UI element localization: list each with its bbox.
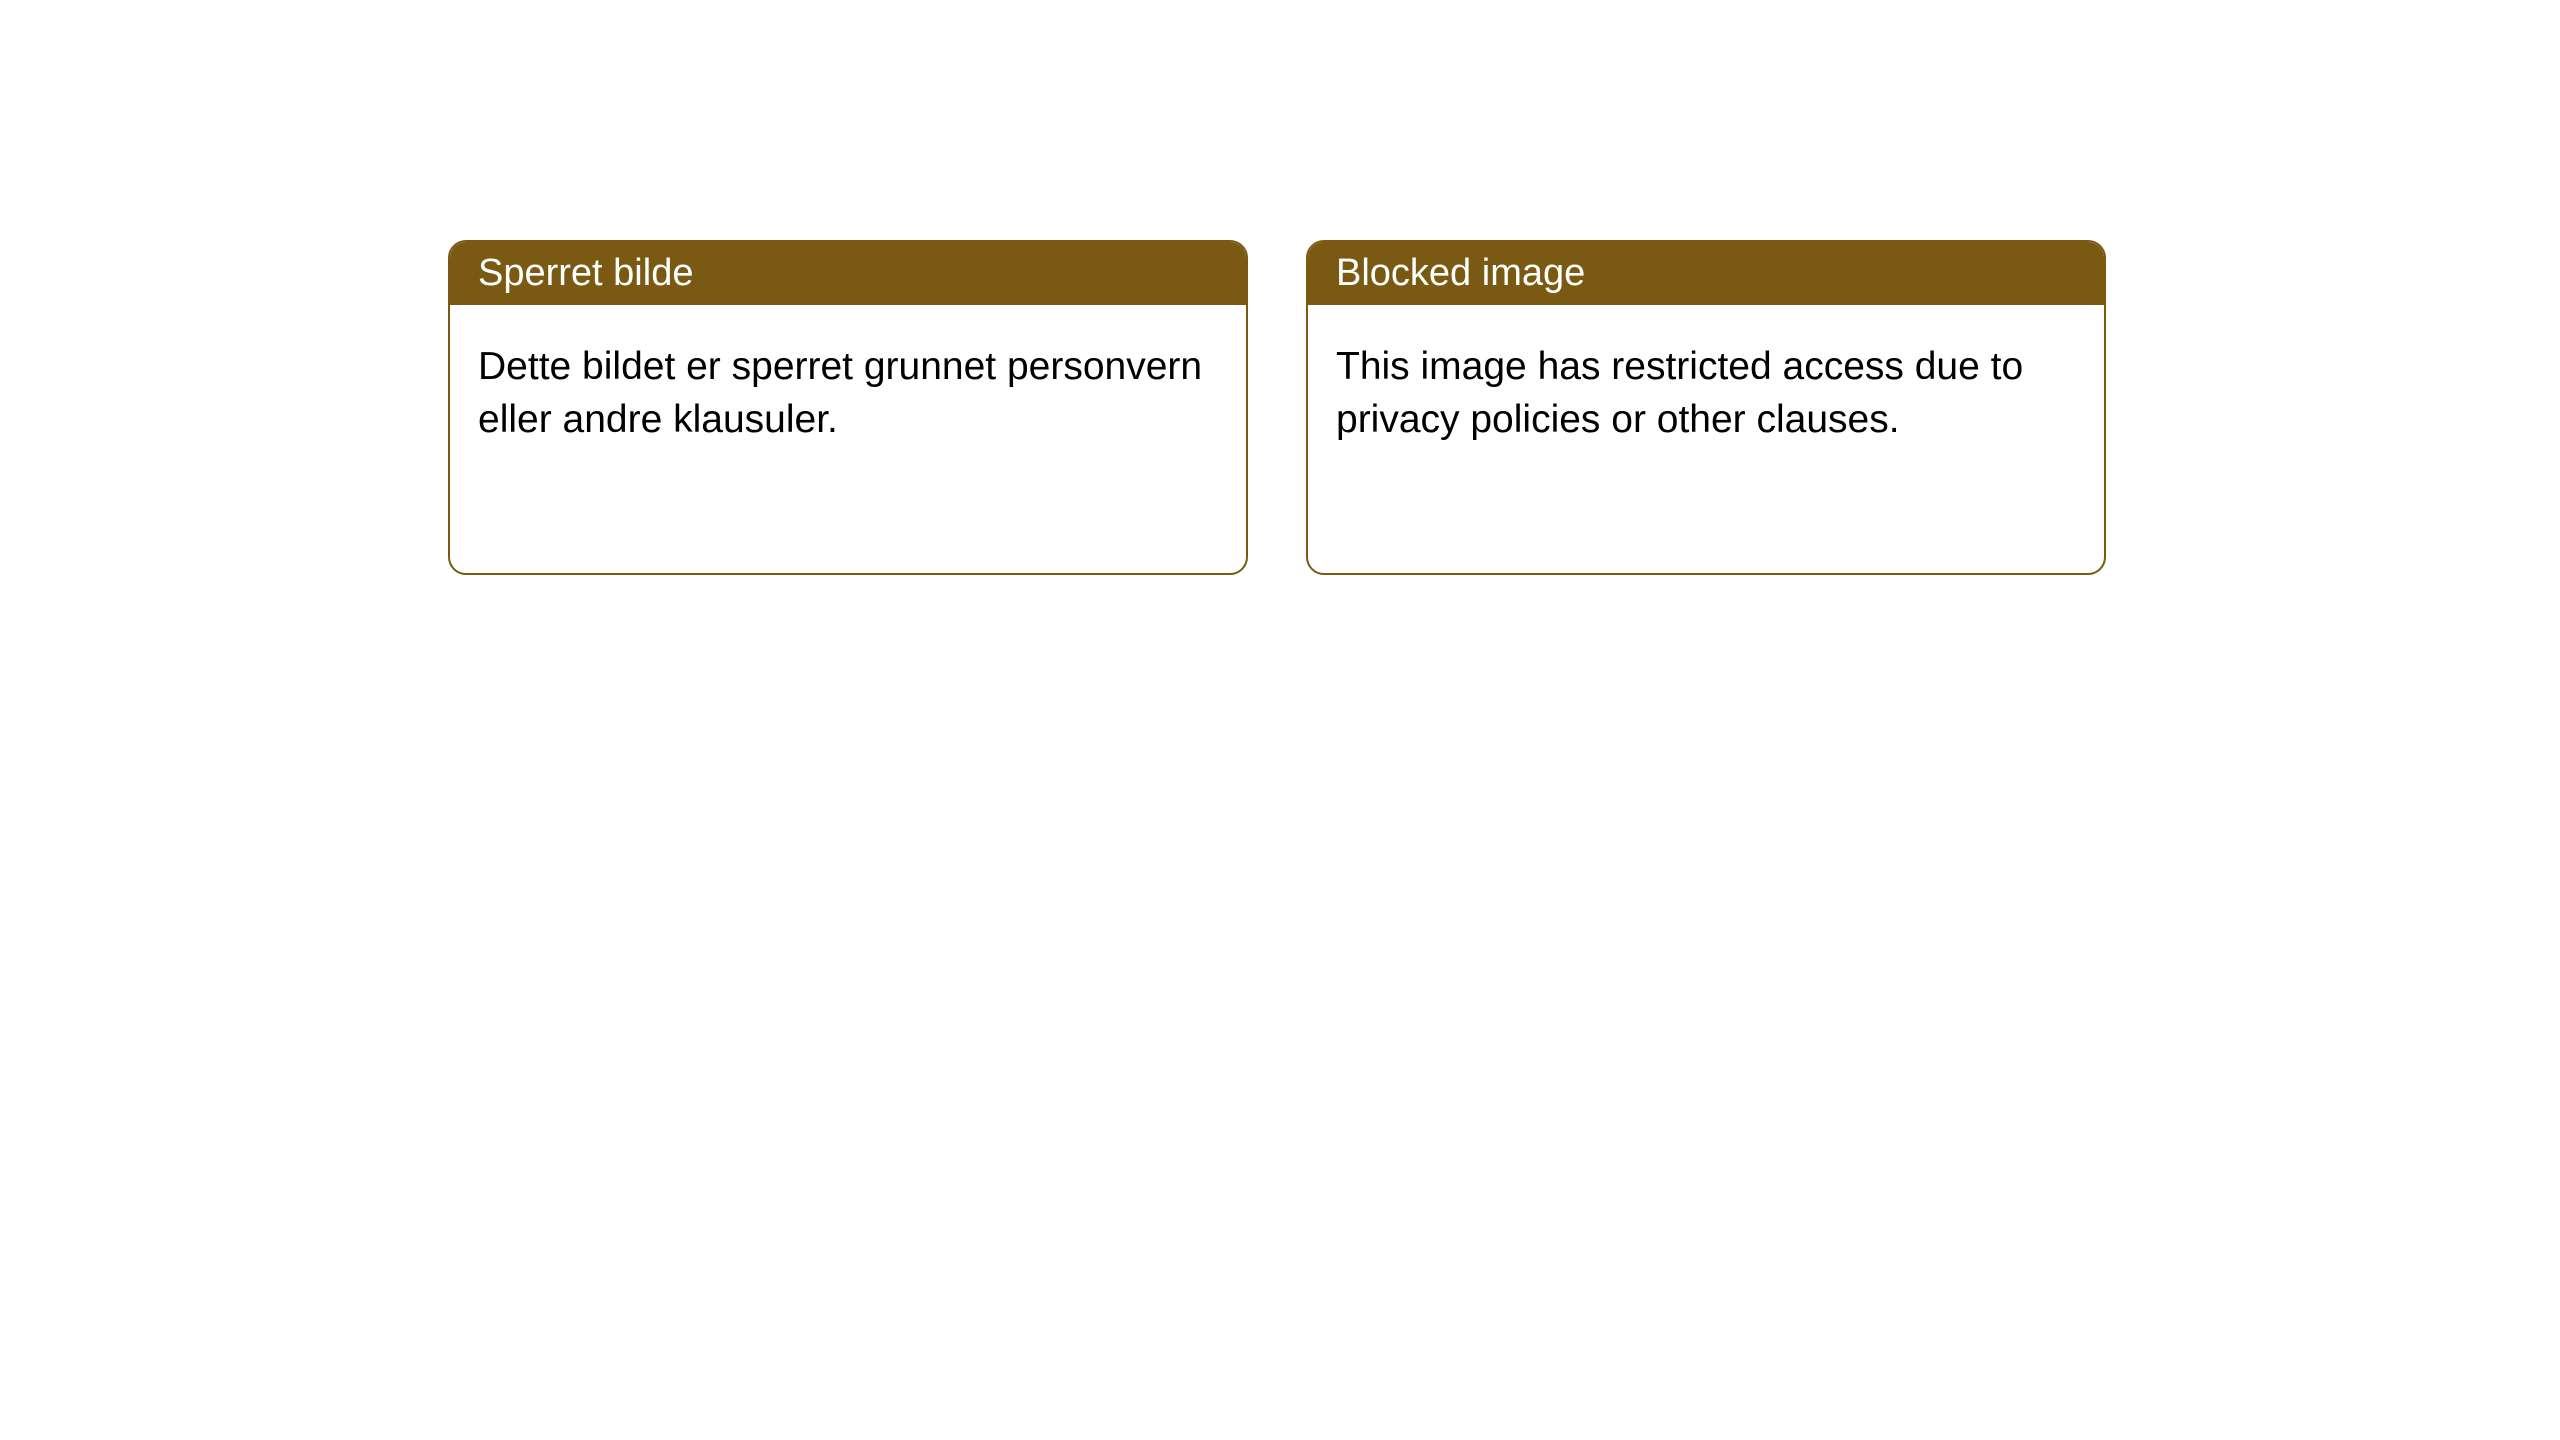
card-row: Sperret bilde Dette bildet er sperret gr… [0,0,2560,575]
card-message: This image has restricted access due to … [1308,305,2104,482]
card-message: Dette bildet er sperret grunnet personve… [450,305,1246,482]
blocked-image-card-no: Sperret bilde Dette bildet er sperret gr… [448,240,1248,575]
card-title: Blocked image [1308,242,2104,305]
blocked-image-card-en: Blocked image This image has restricted … [1306,240,2106,575]
card-title: Sperret bilde [450,242,1246,305]
